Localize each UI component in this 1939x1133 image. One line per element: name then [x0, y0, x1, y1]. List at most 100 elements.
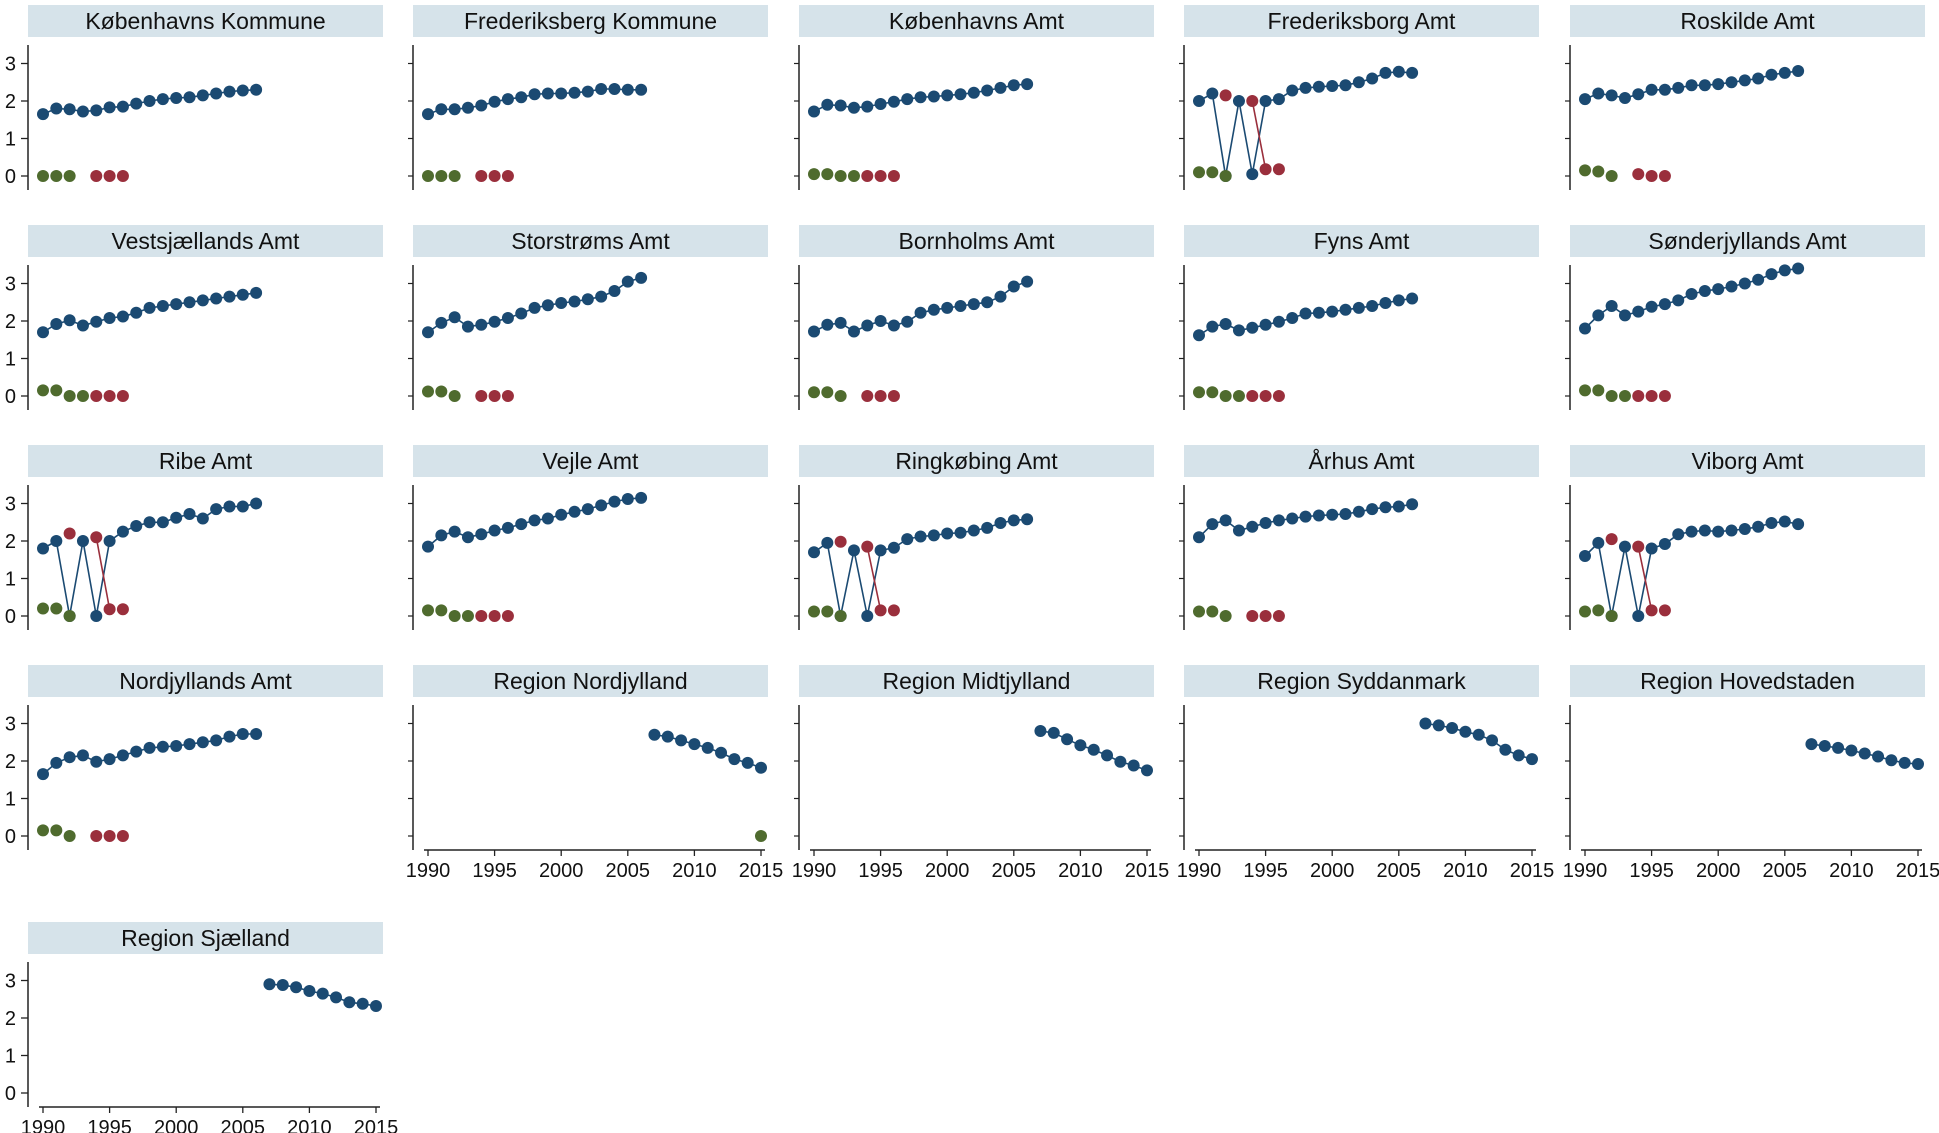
data-point: [581, 293, 594, 306]
data-point: [1259, 163, 1272, 176]
data-point: [927, 529, 940, 542]
data-point: [501, 521, 514, 534]
data-point: [103, 535, 116, 547]
panel-title-strip: [1570, 225, 1925, 257]
data-point: [156, 516, 169, 529]
data-point: [1127, 759, 1140, 772]
y-tick-label: 3: [5, 274, 16, 296]
panel-title: Vestsjællands Amt: [112, 228, 301, 254]
data-point: [1352, 301, 1365, 314]
series-line-secondary: [866, 546, 882, 611]
data-point: [263, 978, 276, 991]
data-point: [475, 390, 488, 402]
data-point: [1698, 285, 1711, 297]
data-point: [1366, 300, 1379, 312]
data-point: [1246, 520, 1259, 533]
data-point: [130, 520, 143, 532]
data-point: [1339, 508, 1352, 520]
x-tick-label: 2015: [354, 1117, 399, 1133]
y-tick-label: 1: [5, 349, 16, 371]
data-point: [103, 312, 116, 324]
data-point: [1034, 725, 1047, 737]
data-point: [834, 99, 847, 112]
data-point: [927, 303, 940, 316]
panel: Vejle Amt: [408, 445, 768, 630]
data-point: [1845, 744, 1858, 757]
data-point: [1698, 524, 1711, 537]
data-point: [37, 326, 49, 339]
data-point: [741, 756, 754, 769]
data-point: [808, 168, 820, 181]
data-point: [994, 290, 1007, 303]
data-point: [290, 981, 303, 994]
data-point: [103, 101, 116, 114]
data-point: [1021, 513, 1034, 526]
data-point: [1339, 303, 1352, 316]
data-point: [834, 316, 847, 329]
data-point: [981, 296, 994, 309]
x-tick-label: 1995: [1243, 860, 1288, 882]
panel: Sønderjyllands Amt: [1565, 225, 1925, 410]
panel: Århus Amt: [1179, 445, 1539, 630]
data-point: [515, 307, 528, 320]
x-tick-label: 2005: [221, 1117, 266, 1133]
data-point: [276, 979, 289, 991]
data-point: [1752, 273, 1765, 286]
x-tick-label: 2015: [1125, 860, 1170, 882]
panel-title: Region Midtjylland: [883, 668, 1071, 694]
data-point: [1259, 95, 1272, 107]
data-point: [50, 102, 63, 115]
data-point: [448, 610, 461, 622]
panel-title-strip: [413, 445, 768, 477]
data-point: [1685, 288, 1698, 300]
data-point: [1406, 66, 1419, 79]
data-point: [1592, 309, 1605, 322]
data-point: [76, 319, 89, 332]
data-point: [874, 315, 887, 327]
x-tick-label: 2005: [992, 860, 1037, 882]
x-tick-label: 1995: [1629, 860, 1674, 882]
panel-title-strip: [413, 665, 768, 697]
data-point: [1286, 312, 1299, 324]
data-point: [50, 318, 63, 330]
data-point: [435, 529, 448, 542]
data-point: [1232, 324, 1245, 337]
data-point: [648, 728, 661, 741]
data-point: [116, 749, 129, 762]
panel-title-strip: [1184, 225, 1539, 257]
panel-title: Københavns Kommune: [85, 8, 325, 34]
data-point: [635, 83, 648, 96]
panel: Storstrøms Amt: [408, 225, 768, 410]
data-point: [1632, 390, 1645, 402]
data-point: [595, 499, 608, 512]
data-point: [541, 299, 554, 312]
panel: Københavns Amt: [794, 5, 1154, 190]
data-point: [196, 512, 209, 525]
data-point: [608, 495, 621, 508]
data-point: [63, 527, 76, 540]
data-point: [448, 311, 461, 324]
data-point: [1778, 66, 1791, 79]
data-point: [1765, 68, 1778, 81]
data-point: [1658, 170, 1671, 182]
data-point: [250, 83, 263, 96]
data-point: [541, 512, 554, 525]
data-point: [901, 93, 914, 106]
data-point: [116, 170, 129, 182]
x-tick-label: 2000: [154, 1117, 199, 1133]
data-point: [1259, 517, 1272, 529]
data-point: [1672, 81, 1685, 94]
data-point: [821, 386, 834, 399]
data-point: [1792, 518, 1805, 531]
x-tick-label: 1995: [858, 860, 903, 882]
panel-title: Fyns Amt: [1314, 228, 1410, 254]
data-point: [808, 605, 820, 618]
data-point: [1472, 728, 1485, 741]
data-point: [116, 390, 129, 402]
data-point: [755, 830, 767, 842]
data-point: [861, 540, 874, 553]
data-point: [1592, 165, 1605, 178]
data-point: [887, 390, 900, 402]
data-point: [1193, 605, 1205, 618]
data-point: [1499, 743, 1512, 756]
